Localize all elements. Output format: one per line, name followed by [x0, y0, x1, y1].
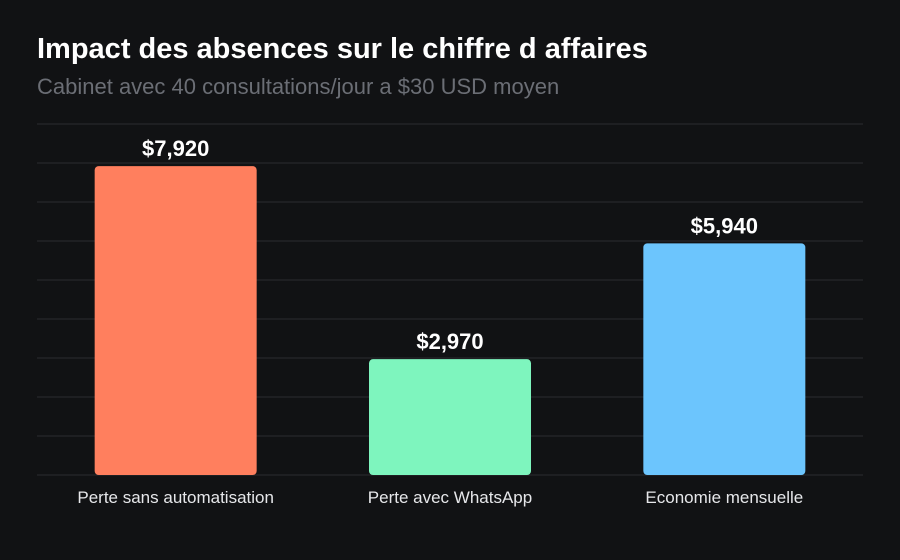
chart-title: Impact des absences sur le chiffre d aff… [37, 33, 648, 65]
bar [643, 243, 806, 475]
bar [369, 359, 531, 475]
bar [94, 166, 257, 475]
chart-subtitle: Cabinet avec 40 consultations/jour a $30… [37, 74, 560, 99]
data-label: $5,940 [691, 213, 758, 238]
x-tick-label: Economie mensuelle [645, 488, 803, 507]
data-label: $2,970 [416, 329, 483, 354]
x-tick-label: Perte sans automatisation [77, 488, 274, 507]
data-label: $7,920 [142, 136, 209, 161]
x-tick-label: Perte avec WhatsApp [368, 488, 532, 507]
